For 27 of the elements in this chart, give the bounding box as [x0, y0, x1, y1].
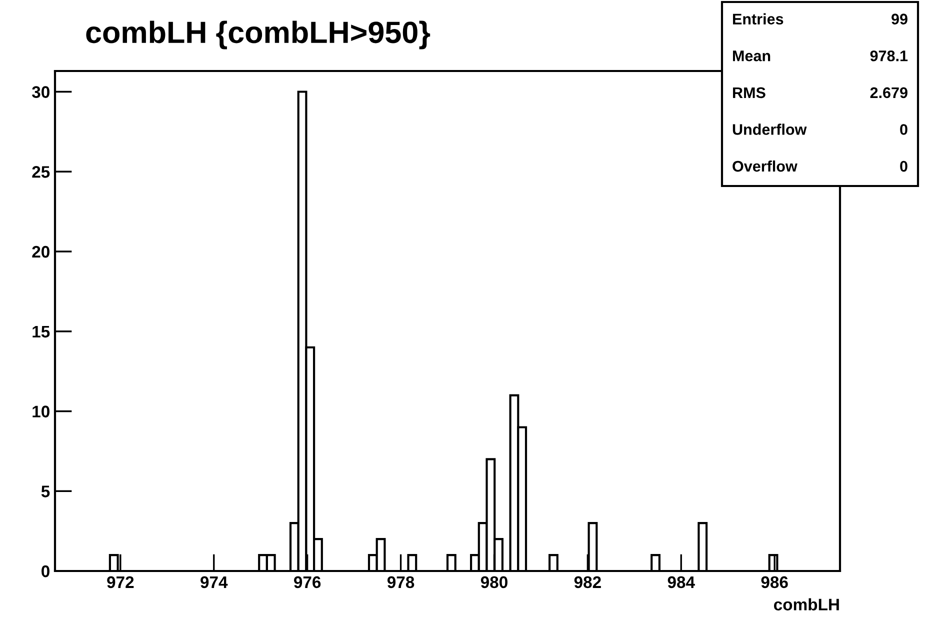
x-axis-title: combLH: [774, 598, 839, 610]
y-tick-label: 5: [41, 486, 50, 498]
x-tick-label: 982: [574, 576, 601, 588]
text: Entries: [733, 13, 784, 24]
y-tick-label: 25: [32, 166, 50, 178]
text: Mean: [733, 50, 770, 62]
x-tick-label: 986: [761, 576, 788, 588]
annotation: RMS: [733, 87, 766, 98]
text: 0: [900, 160, 908, 172]
x-tick-label: 978: [387, 576, 414, 588]
text: 2.679: [870, 87, 908, 98]
x-tick-label: 980: [480, 576, 508, 588]
annotation: Overflow: [732, 160, 798, 172]
text: 0: [900, 124, 908, 135]
y-tick-label: 20: [32, 246, 50, 258]
text: 978.1: [870, 50, 908, 62]
x-tick-label: 984: [668, 576, 695, 588]
y-tick-label: 30: [32, 86, 50, 98]
y-tick-label: 15: [32, 326, 50, 338]
annotation: Underflow: [732, 124, 807, 135]
y-tick-label: 0: [42, 565, 50, 578]
text: 99: [892, 14, 908, 24]
x-tick-label: 976: [294, 576, 321, 588]
x-tick-label: 972: [107, 576, 134, 588]
y-tick-label: 10: [32, 406, 50, 418]
chart-title: combLH {combLH>950}: [86, 20, 430, 50]
x-tick-label: 974: [200, 576, 228, 588]
